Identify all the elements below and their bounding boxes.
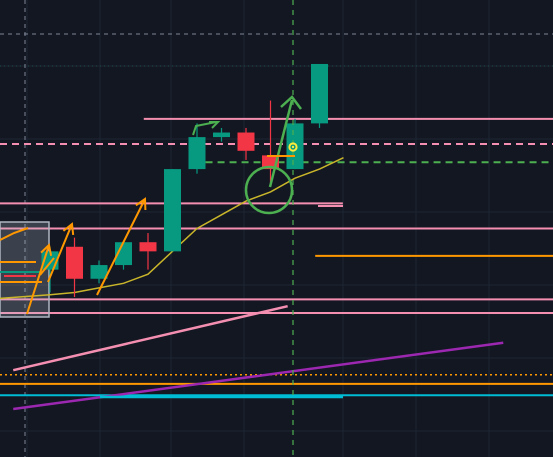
arrow-head [280, 95, 302, 110]
candle-body[interactable] [311, 63, 328, 124]
candle-body[interactable] [90, 265, 108, 279]
arrow-head [62, 222, 75, 236]
arrow-annotation[interactable] [268, 99, 294, 188]
cursor-marker-dot [291, 145, 295, 149]
candle-body[interactable] [213, 132, 230, 138]
arrow-head [135, 197, 147, 211]
candle-body[interactable] [66, 246, 83, 279]
arrow-annotation[interactable] [39, 257, 55, 276]
arrow-head [40, 243, 53, 256]
candle-body[interactable] [139, 242, 157, 252]
circle-annotation[interactable] [244, 165, 294, 215]
arrow-annotation[interactable] [26, 244, 50, 315]
candle-body[interactable] [164, 169, 181, 252]
candle-body[interactable] [188, 137, 206, 170]
trend-line[interactable] [12, 304, 288, 372]
arrow-head [209, 121, 221, 129]
arrow-annotation[interactable] [96, 198, 146, 296]
trend-line[interactable] [13, 341, 504, 411]
arrow-annotation[interactable] [0, 227, 29, 241]
candle-body[interactable] [237, 132, 255, 151]
candle-body[interactable] [115, 242, 132, 266]
arrow-annotation[interactable] [192, 121, 217, 136]
candle-body[interactable] [286, 123, 304, 170]
cursor-marker [288, 142, 298, 152]
arrow-annotation[interactable] [47, 223, 73, 283]
